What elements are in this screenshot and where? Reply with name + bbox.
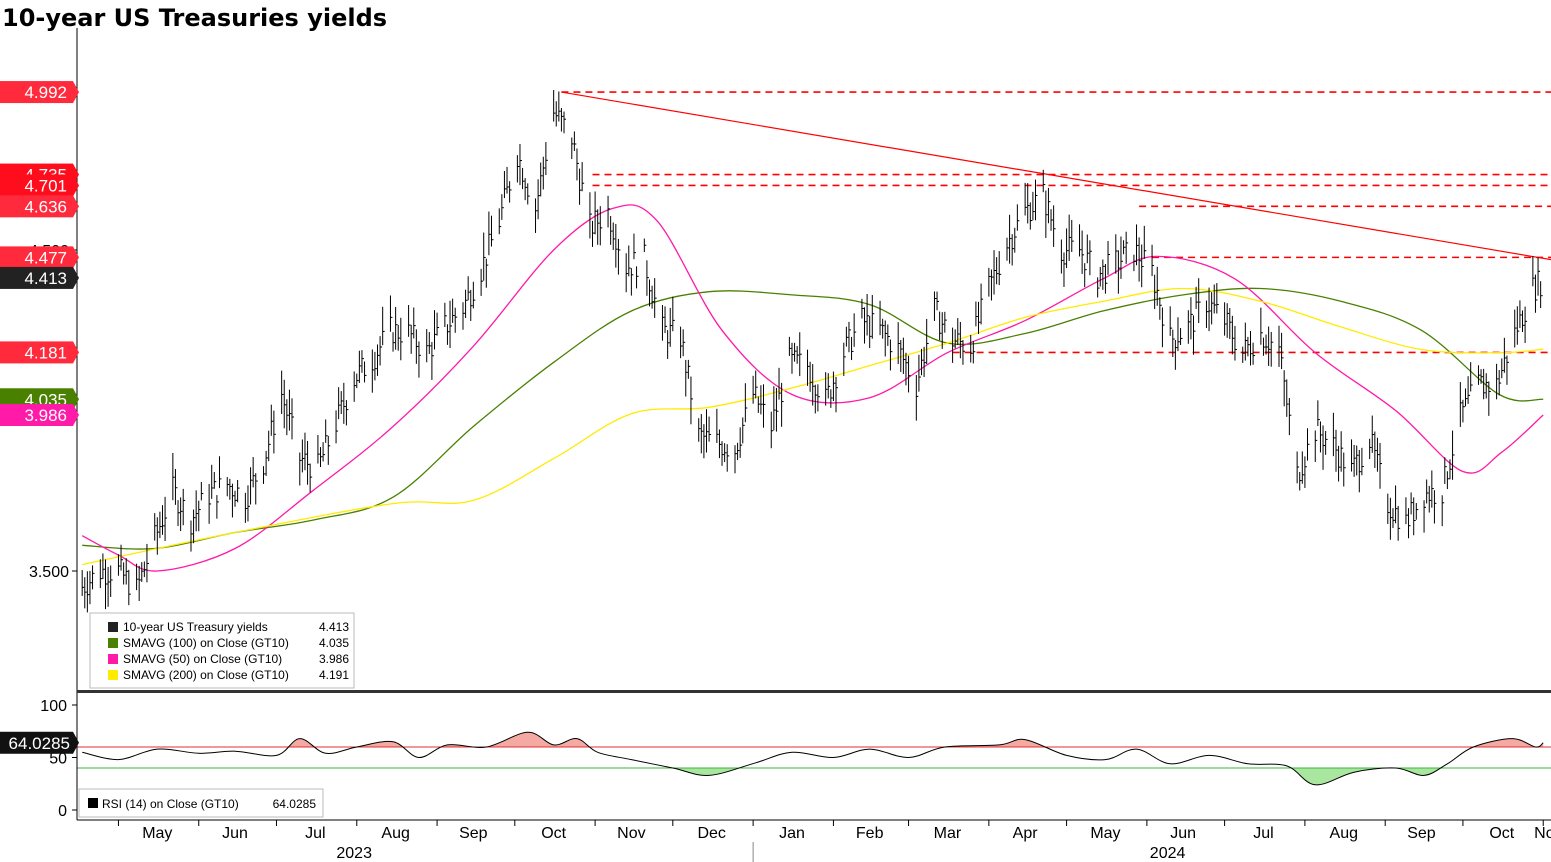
- x-tick-label: Sep: [459, 825, 488, 842]
- price-tag-label: 4.636: [24, 197, 67, 216]
- price-tag-label: 3.986: [24, 406, 67, 425]
- price-tag-label: 4.701: [24, 176, 67, 195]
- rsi-line: [82, 731, 1544, 786]
- x-tick-label: Oct: [541, 825, 566, 842]
- rsi-value-label: 64.0285: [9, 734, 70, 753]
- legend-value: 4.413: [319, 620, 349, 634]
- rsi-y-tick-label: 50: [49, 751, 67, 768]
- x-tick-label: Apr: [1013, 825, 1039, 842]
- x-tick-label: Nov: [1534, 825, 1551, 842]
- series-line-1: [82, 287, 1544, 550]
- rsi-legend-swatch: [88, 798, 98, 808]
- price-tag-label: 4.992: [24, 83, 67, 102]
- x-tick-label: May: [1090, 825, 1120, 842]
- panel-divider: [77, 690, 1551, 693]
- series-line-2: [81, 204, 1544, 572]
- x-year-label: 2023: [336, 845, 372, 862]
- x-tick-label: Jun: [1170, 825, 1196, 842]
- series-line-3: [82, 287, 1544, 566]
- price-tag-4.477: [0, 246, 73, 269]
- price-tag-arrow: [73, 195, 79, 218]
- rsi-y-tick-label: 100: [40, 698, 67, 715]
- legend-swatch: [108, 654, 118, 664]
- x-tick-label: Jul: [305, 825, 325, 842]
- x-tick-label: Jan: [779, 825, 805, 842]
- price-panel: [81, 90, 1551, 613]
- price-tag-label: 4.413: [24, 269, 67, 288]
- legend-swatch: [108, 670, 118, 680]
- legend: 10-year US Treasury yields 4.413 SMAVG (10…: [78, 612, 355, 818]
- x-tick-label: Nov: [617, 825, 645, 842]
- price-tag-4.992: [0, 81, 73, 104]
- x-tick-label: Feb: [856, 825, 884, 842]
- x-tick-label: Oct: [1489, 825, 1514, 842]
- price-tags: 4.9924.7354.7014.6364.4774.4134.1814.035…: [0, 81, 79, 754]
- x-tick-label: Sep: [1407, 825, 1436, 842]
- price-tag-arrow: [73, 81, 79, 104]
- legend-entry: SMAVG (200) on Close (GT10): [123, 668, 289, 682]
- x-tick-label: Dec: [697, 825, 725, 842]
- legend-swatch: [108, 638, 118, 648]
- rsi-value-tag: [0, 731, 73, 754]
- price-tag-arrow: [73, 388, 79, 411]
- x-tick-label: May: [142, 825, 172, 842]
- legend-value: 4.191: [319, 668, 349, 682]
- legend-value: 4.035: [319, 636, 349, 650]
- price-tag-label: 4.477: [24, 248, 67, 267]
- legend-box: [89, 612, 355, 689]
- chart-title: 10-year US Treasuries yields: [2, 4, 388, 32]
- price-tag-3.986: [0, 403, 73, 426]
- legend-entry: SMAVG (50) on Close (GT10): [123, 652, 282, 666]
- rsi-panel: [77, 731, 1551, 786]
- legend-swatch: [108, 622, 118, 632]
- rsi-value-tag-arrow: [73, 731, 79, 754]
- x-tick-label: Aug: [1330, 825, 1358, 842]
- x-tick-label: Aug: [381, 825, 409, 842]
- rsi-legend-value: 64.0285: [273, 797, 317, 811]
- rsi-y-tick-label: 0: [58, 803, 67, 820]
- price-tag-arrow: [73, 403, 79, 426]
- series-bars: [81, 90, 1543, 613]
- y-tick-label: 3.500: [29, 564, 69, 581]
- x-tick-label: Mar: [934, 825, 962, 842]
- price-tag-arrow: [73, 266, 79, 289]
- price-tag-4.636: [0, 195, 73, 218]
- price-tag-arrow: [73, 341, 79, 364]
- rsi-legend-box: [78, 788, 324, 818]
- price-tag-arrow: [73, 246, 79, 269]
- price-tag-label: 4.181: [24, 343, 67, 362]
- x-year-label: 2024: [1150, 845, 1186, 862]
- rsi-legend-name: RSI (14) on Close (GT10): [102, 797, 239, 811]
- price-tag-4.413: [0, 266, 73, 289]
- legend-value: 3.986: [319, 652, 349, 666]
- price-tag-4.181: [0, 341, 73, 364]
- trendline: [561, 91, 1551, 261]
- legend-entry: 10-year US Treasury yields: [123, 620, 268, 634]
- price-tag-arrow: [73, 174, 79, 197]
- price-tag-4.701: [0, 174, 73, 197]
- x-tick-label: Jul: [1253, 825, 1273, 842]
- axes: 3.5004.500MayJunJulAugSepOctNovDecJanFeb…: [29, 28, 1551, 862]
- legend-entry: SMAVG (100) on Close (GT10): [123, 636, 289, 650]
- x-tick-label: Jun: [222, 825, 248, 842]
